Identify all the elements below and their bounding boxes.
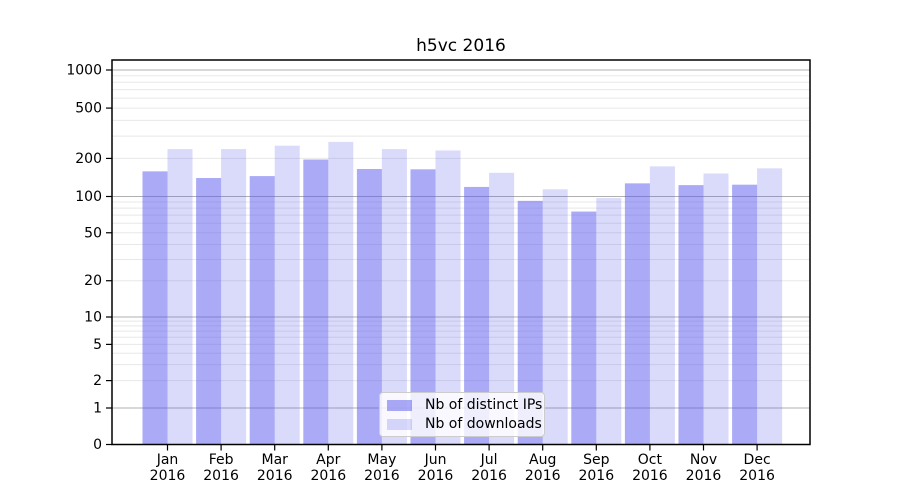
bar-downloads-mar xyxy=(274,145,300,445)
x-tick-month: May xyxy=(367,452,396,468)
bar-downloads-sep xyxy=(596,198,622,445)
legend-swatch-distinct-ips xyxy=(387,399,412,411)
bar-downloads-dec xyxy=(757,168,783,445)
bar-distinct-ips-dec xyxy=(732,184,758,445)
x-tick-month: Apr xyxy=(316,452,340,468)
y-tick-label: 500 xyxy=(75,101,102,117)
legend-item-downloads: Nb of downloads xyxy=(387,415,544,433)
legend-swatch-downloads xyxy=(387,418,412,430)
legend-label-distinct-ips: Nb of distinct IPs xyxy=(425,397,543,413)
x-tick-month: Feb xyxy=(209,452,234,468)
x-tick-month: Dec xyxy=(744,452,771,468)
legend: Nb of distinct IPs Nb of downloads xyxy=(379,392,545,437)
y-tick-label: 1 xyxy=(93,401,102,417)
x-tick-year: 2016 xyxy=(578,468,614,484)
bar-distinct-ips-apr xyxy=(303,159,329,445)
bar-downloads-jan xyxy=(167,149,193,445)
x-tick-year: 2016 xyxy=(150,468,186,484)
bars xyxy=(142,141,783,445)
y-tick-label: 1000 xyxy=(66,63,102,79)
bar-downloads-apr xyxy=(328,141,354,445)
bar-distinct-ips-jan xyxy=(142,171,168,445)
x-tick-year: 2016 xyxy=(310,468,346,484)
bar-downloads-nov xyxy=(703,173,729,445)
x-tick-month: Jan xyxy=(156,452,179,468)
legend-label-downloads: Nb of downloads xyxy=(425,416,542,432)
x-tick-year: 2016 xyxy=(525,468,561,484)
x-tick-month: Aug xyxy=(529,452,556,468)
plot-area: 01251020501002005001000Jan2016Feb2016Mar… xyxy=(66,59,811,484)
x-tick-year: 2016 xyxy=(686,468,722,484)
bar-downloads-aug xyxy=(542,189,568,445)
legend-item-distinct-ips: Nb of distinct IPs xyxy=(387,396,544,414)
bar-distinct-ips-feb xyxy=(196,178,222,445)
x-tick-year: 2016 xyxy=(203,468,239,484)
x-tick-year: 2016 xyxy=(257,468,293,484)
x-tick-year: 2016 xyxy=(418,468,454,484)
plot-frame xyxy=(111,59,811,446)
bar-distinct-ips-oct xyxy=(624,183,650,445)
y-tick-label: 2 xyxy=(93,373,102,389)
y-axis: 0 1 2 5 10 20 50 100 200 500 1000 xyxy=(66,63,112,453)
bar-downloads-feb xyxy=(221,149,247,445)
x-tick-year: 2016 xyxy=(364,468,400,484)
x-tick-month: Oct xyxy=(638,452,663,468)
chart-title: h5vc 2016 xyxy=(416,36,506,56)
y-tick-label: 10 xyxy=(84,310,102,326)
x-tick-year: 2016 xyxy=(471,468,507,484)
y-tick-label: 100 xyxy=(75,189,102,205)
bar-distinct-ips-mar xyxy=(249,176,275,445)
x-tick-year: 2016 xyxy=(739,468,775,484)
x-tick-month: Mar xyxy=(261,452,288,468)
bar-distinct-ips-nov xyxy=(678,185,704,445)
x-tick-month: Sep xyxy=(583,452,610,468)
bar-distinct-ips-may xyxy=(356,168,382,445)
bar-distinct-ips-sep xyxy=(571,211,597,445)
x-tick-month: Jun xyxy=(424,452,447,468)
x-tick-month: Nov xyxy=(690,452,717,468)
y-tick-label: 200 xyxy=(75,151,102,167)
y-tick-label: 0 xyxy=(93,437,102,453)
y-tick-label: 20 xyxy=(84,273,102,289)
y-tick-label: 50 xyxy=(84,225,102,241)
y-tick-label: 5 xyxy=(93,337,102,353)
x-tick-month: Jul xyxy=(480,452,498,468)
bar-downloads-oct xyxy=(649,166,675,445)
x-axis: Jan2016Feb2016Mar2016Apr2016May2016Jun20… xyxy=(150,445,775,484)
x-tick-year: 2016 xyxy=(632,468,668,484)
